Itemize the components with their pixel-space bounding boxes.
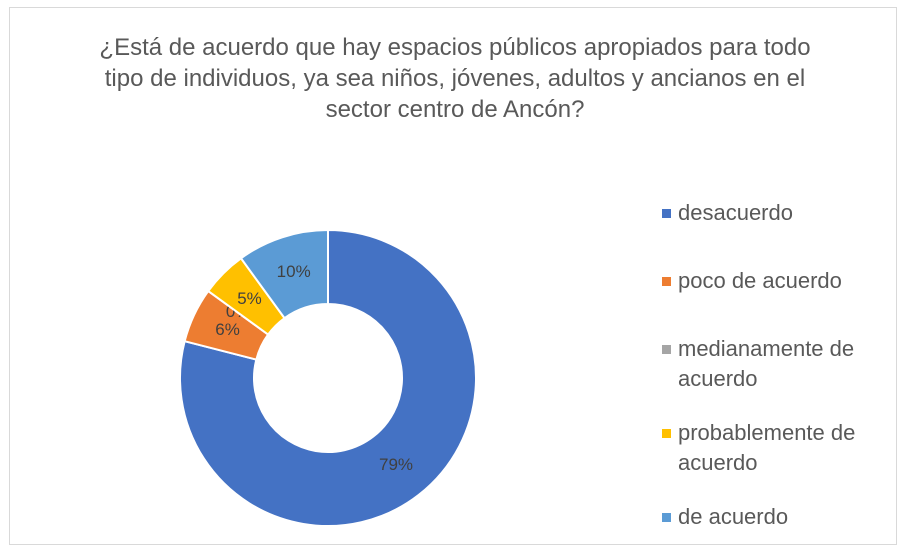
legend-item: medianamente de acuerdo — [660, 334, 900, 394]
slice — [179, 228, 477, 527]
legend-item: probablemente de acuerdo — [660, 418, 900, 478]
legend-label: probablemente de acuerdo — [678, 420, 856, 475]
legend-item: poco de acuerdo — [660, 266, 900, 296]
legend-label: medianamente de acuerdo — [678, 336, 855, 391]
legend-label: poco de acuerdo — [678, 268, 842, 293]
legend-item: desacuerdo — [660, 198, 900, 228]
legend-swatch — [662, 277, 671, 286]
legend-swatch — [662, 209, 671, 218]
legend-label: desacuerdo — [678, 200, 793, 225]
legend-label: de acuerdo — [678, 504, 789, 529]
legend-swatch — [662, 429, 671, 438]
data-label: 5% — [237, 289, 262, 308]
legend-swatch — [662, 345, 671, 354]
data-label: 6% — [215, 320, 240, 339]
legend-item: de acuerdo — [660, 502, 900, 532]
legend-swatch — [662, 513, 671, 522]
chart-frame — [9, 7, 897, 545]
data-label: 79% — [379, 455, 413, 474]
chart-title: ¿Está de acuerdo que hay espacios públic… — [99, 34, 811, 123]
slice — [239, 228, 329, 320]
legend: desacuerdo poco de acuerdo medianamente de… — [660, 198, 900, 532]
data-label: 10% — [277, 262, 311, 281]
